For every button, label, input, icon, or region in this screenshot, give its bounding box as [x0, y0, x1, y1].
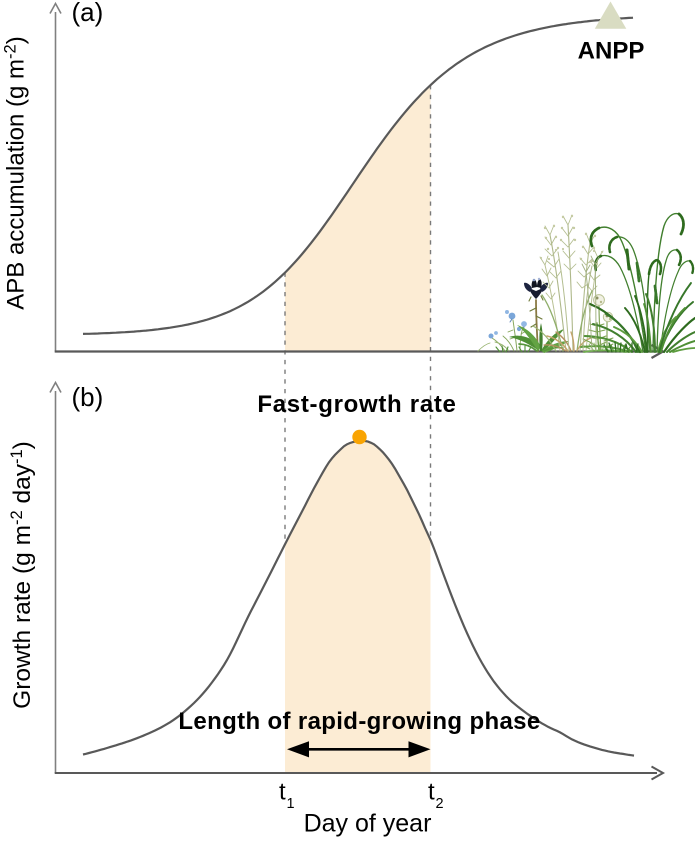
svg-text:APB accumulation (g m-2): APB accumulation (g m-2): [2, 36, 30, 309]
svg-text:Day of year: Day of year: [304, 810, 432, 838]
svg-text:Length of rapid-growing phase: Length of rapid-growing phase: [178, 708, 540, 735]
svg-text:2: 2: [436, 796, 444, 812]
svg-text:Fast-growth rate: Fast-growth rate: [257, 391, 456, 418]
svg-text:(b): (b): [72, 382, 104, 412]
svg-text:t: t: [279, 779, 286, 806]
svg-text:ANPP: ANPP: [578, 38, 645, 65]
svg-text:Growth rate (g m-2 day-1): Growth rate (g m-2 day-1): [8, 441, 36, 709]
svg-text:(a): (a): [72, 0, 104, 27]
svg-text:t: t: [428, 779, 435, 806]
svg-text:1: 1: [287, 796, 295, 812]
